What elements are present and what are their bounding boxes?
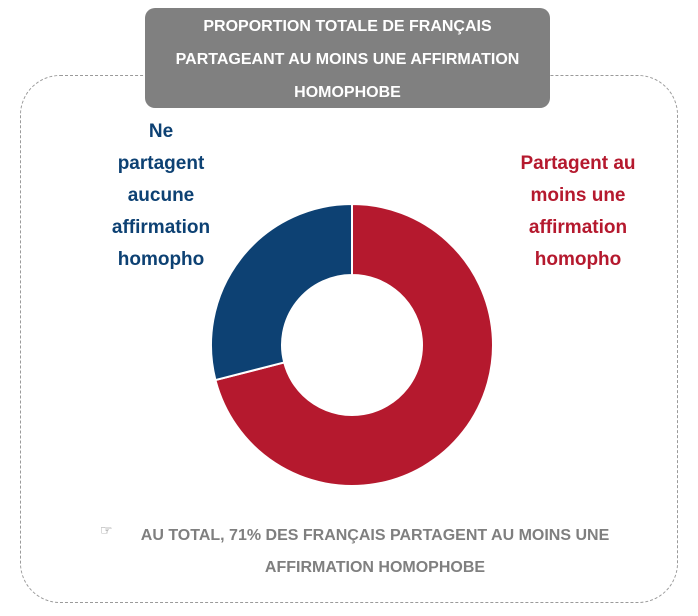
slice-label: Partagent au moins une affirmation homop… [520,153,636,270]
hand-icon: ☞ [100,522,113,538]
note: AU TOTAL, 71% DES FRANÇAIS PARTAGENT AU … [140,527,610,576]
slice-label: Ne partagent aucune affirmation homopho [111,121,211,270]
chart-title: PROPORTION TOTALE DE FRANÇAIS PARTAGEANT… [145,8,550,108]
donut-slice [210,202,353,382]
donut-slice [214,202,494,487]
